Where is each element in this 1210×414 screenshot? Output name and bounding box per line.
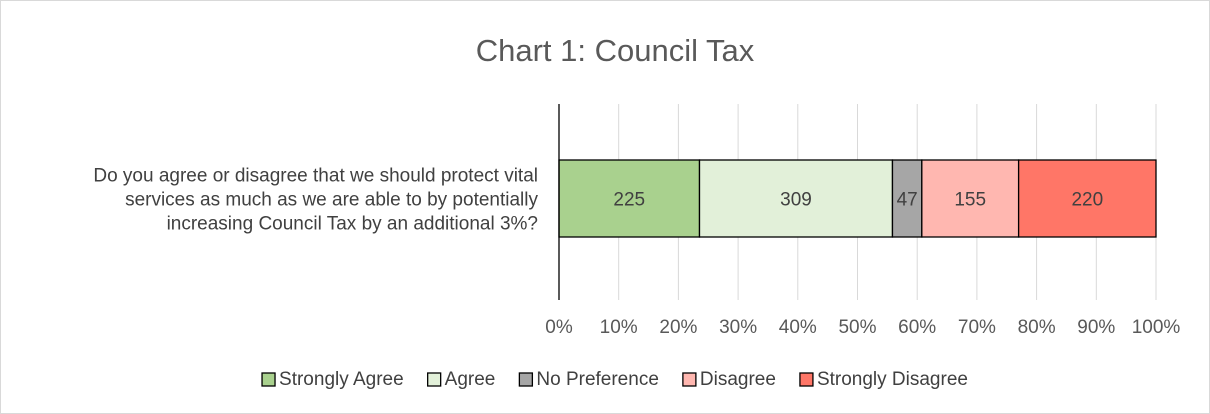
x-tick-label: 50% [838,317,876,338]
bar-strongly-disagree [1017,159,1157,238]
legend-item-no-preference: No Preference [518,369,659,390]
category-labels: Do you agree or disagree that we should … [93,166,538,235]
x-tick-label: 70% [958,317,996,338]
x-tick-label: 10% [600,317,638,338]
bar-agree [698,159,894,238]
bar-disagree [921,159,1020,238]
legend-label: Strongly Agree [279,369,404,390]
legend-item-strongly-agree: Strongly Agree [261,369,404,390]
x-tick-label: 30% [719,317,757,338]
x-tick-label: 0% [545,317,573,338]
category-label-line: services as much as we are able to by po… [125,190,538,211]
data-label-strongly-disagree: 220 [1071,190,1103,211]
legend-swatch [799,372,814,387]
bar-no-preference [891,159,923,238]
legend-item-agree: Agree [427,369,496,390]
legend-label: No Preference [536,369,659,390]
data-label-agree: 309 [780,190,812,211]
data-label-strongly-agree: 225 [613,190,645,211]
category-label-line: increasing Council Tax by an additional … [167,214,538,235]
legend-swatch [261,372,276,387]
x-tick-label: 90% [1077,317,1115,338]
x-tick-label: 80% [1018,317,1056,338]
legend-label: Strongly Disagree [817,369,968,390]
legend-swatch [518,372,534,387]
axes: 0% 10% 20% 30% 40% 50% 60% 70% 80% 90% 100% [545,104,1180,338]
x-tick-label: 20% [659,317,697,338]
legend-item-strongly-disagree: Strongly Disagree [799,369,968,390]
legend-label: Agree [445,369,496,390]
data-label-no-preference: 47 [897,190,918,211]
bars: 225 309 47 155 220 [558,159,1157,238]
legend: Strongly Agree Agree No Preference Disagree… [261,369,968,390]
legend-swatch [427,372,442,387]
legend-swatch [682,372,697,387]
category-label-line: Do you agree or disagree that we should … [93,166,538,187]
x-tick-label: 40% [779,317,817,338]
data-label-disagree: 155 [954,190,986,211]
x-tick-label: 60% [898,317,936,338]
legend-item-disagree: Disagree [682,369,776,390]
chart-title: Chart 1: Council Tax [476,33,755,68]
x-tick-label: 100% [1132,317,1181,338]
legend-label: Disagree [700,369,776,390]
